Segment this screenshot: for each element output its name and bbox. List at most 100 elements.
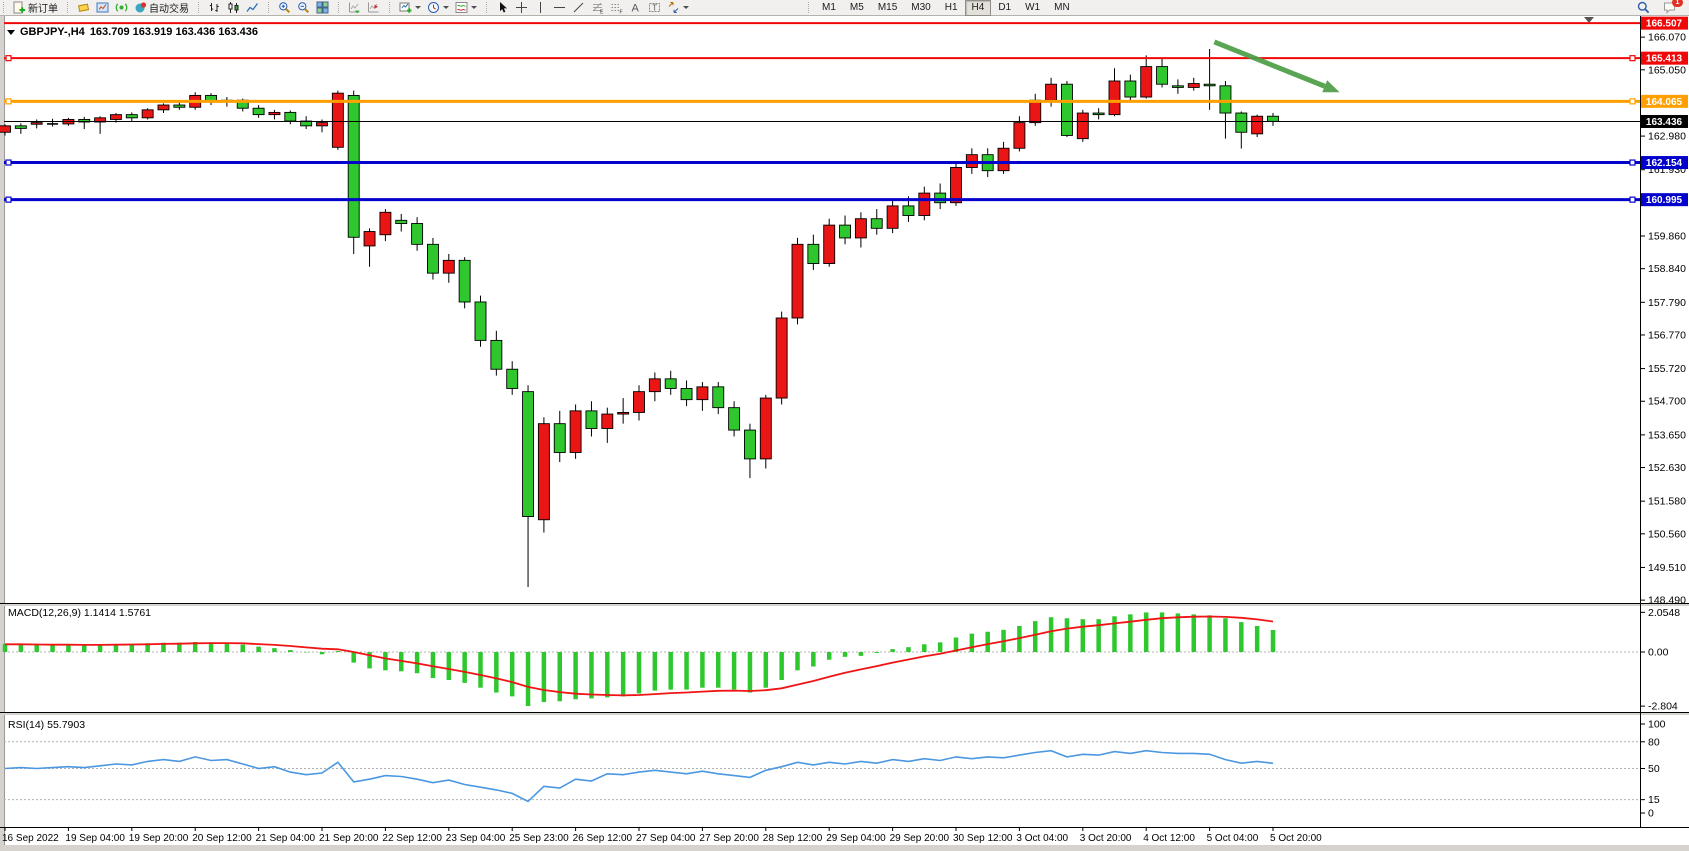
line-chart-button[interactable] [243,0,262,16]
svg-text:163.436: 163.436 [1646,117,1683,128]
svg-text:27 Sep 20:00: 27 Sep 20:00 [699,833,759,844]
svg-text:25 Sep 23:00: 25 Sep 23:00 [509,833,569,844]
dropdown-caret-icon[interactable] [471,6,477,9]
svg-text:5 Oct 04:00: 5 Oct 04:00 [1207,833,1259,844]
toolbar-grip [198,2,202,13]
new-chart-button[interactable] [396,0,424,16]
market-depth-button[interactable] [74,0,93,16]
new-order-button[interactable]: 新订单 [10,0,61,16]
svg-text:151.580: 151.580 [1648,496,1686,508]
candlestick-chart-button[interactable] [224,0,243,16]
toolbar-button-label: H1 [944,2,958,13]
timeframe-w1-button[interactable]: W1 [1018,0,1047,16]
svg-text:E: E [600,10,604,15]
auto-scroll-button[interactable] [345,0,364,16]
zoom-out-button[interactable] [294,0,313,16]
bar-chart-button[interactable] [205,0,224,16]
macd-pane-label: MACD(12,26,9) 1.1414 1.5761 [8,607,151,619]
time-axis: 16 Sep 2022 19 Sep 04:00 19 Sep 20:00 20 Se… [2,827,1322,844]
fibo-button[interactable]: E [588,0,607,16]
chart-window-button[interactable] [93,0,112,16]
dropdown-caret-icon[interactable] [683,6,689,9]
svg-text:158.840: 158.840 [1648,263,1686,275]
svg-text:19 Sep 20:00: 19 Sep 20:00 [129,833,189,844]
toolbar-button-label: MN [1054,2,1070,13]
auto-trading-button[interactable]: 自动交易 [131,0,192,16]
chart-shift-marker-icon[interactable] [1584,17,1594,23]
template-button[interactable] [452,0,480,16]
candles-layer [0,48,1279,587]
timeframe-m1-button[interactable]: M1 [815,0,843,16]
tile-windows-button[interactable] [313,0,332,16]
macd-pane: 2.0548 0.00 -2.804 [2,607,1680,713]
svg-text:165.413: 165.413 [1646,54,1683,65]
timeframe-mn-button[interactable]: MN [1047,0,1077,16]
search-icon [1637,1,1650,14]
macd-indicator-name: MACD(12,26,9) [8,607,81,619]
timeframe-m30-button[interactable]: M30 [904,0,937,16]
horizontal-line-button[interactable] [550,0,569,16]
trendline-button[interactable] [569,0,588,16]
arrows-button[interactable] [664,0,692,16]
chat-button[interactable]: 1 [1660,0,1683,16]
rsi-indicator-value: 55.7903 [47,719,86,731]
channel-icon: F [610,1,623,14]
svg-text:4 Oct 12:00: 4 Oct 12:00 [1143,833,1195,844]
timeframe-h1-button[interactable]: H1 [938,0,965,16]
toolbar-group-timeframes: M1 M5 M15 M30 H1 H4 D1 W1 MN [805,0,1080,16]
toolbar-button-label: H4 [971,2,985,13]
vertical-line-button[interactable] [531,0,550,16]
toolbar-grip [3,2,7,13]
toolbar-button-label: W1 [1025,2,1041,13]
toolbar-group-scroll [335,0,386,15]
horizontal-line-icon [553,1,566,14]
dropdown-caret-icon[interactable] [415,6,421,9]
notification-badge: 1 [1672,0,1683,7]
chart-title-dropdown-icon[interactable] [7,29,15,35]
pane-separators[interactable] [0,16,1689,828]
timeframe-m5-button[interactable]: M5 [843,0,871,16]
toolbar-grip [338,2,342,13]
toolbar-grip [67,2,71,13]
toolbar-button-label: 新订单 [28,4,58,15]
svg-text:0.00: 0.00 [1648,647,1669,659]
toolbar-group-chart-type [195,0,265,15]
svg-text:164.065: 164.065 [1646,97,1683,108]
toolbar-right: 1 [1634,0,1689,16]
svg-text:152.630: 152.630 [1648,462,1686,474]
svg-text:162.980: 162.980 [1648,131,1686,143]
crosshair-button[interactable] [512,0,531,16]
svg-text:21 Sep 04:00: 21 Sep 04:00 [256,833,316,844]
horizontal-level-lines[interactable] [4,22,1640,203]
cursor-button[interactable] [493,0,512,16]
svg-text:3 Oct 20:00: 3 Oct 20:00 [1080,833,1132,844]
rsi-pane: 100 80 50 15 0 [4,719,1666,820]
rsi-indicator-name: RSI(14) [8,719,45,731]
svg-text:21 Sep 20:00: 21 Sep 20:00 [319,833,379,844]
timeframe-d1-button[interactable]: D1 [991,0,1018,16]
toolbar-button-label: M1 [822,2,836,13]
period-button[interactable] [424,0,452,16]
timeframe-m15-button[interactable]: M15 [871,0,904,16]
toolbar-grip [268,2,272,13]
text-label-button[interactable]: T [645,0,664,16]
svg-text:5 Oct 20:00: 5 Oct 20:00 [1270,833,1322,844]
signals-button[interactable] [112,0,131,16]
timeframe-h4-button[interactable]: H4 [964,0,992,16]
svg-text:A: A [632,3,640,15]
zoom-in-button[interactable] [275,0,294,16]
chart-title: GBPJPY-,H4 163.709 163.919 163.436 163.4… [7,26,258,38]
channel-button[interactable]: F [607,0,626,16]
price-badges: 166.507 165.413 164.065 163.436 162.154 160.9… [1641,16,1688,207]
chart-shift-icon [367,1,380,14]
chart-shift-button[interactable] [364,0,383,16]
trend-arrow-annotation[interactable] [1213,39,1340,93]
dropdown-caret-icon[interactable] [443,6,449,9]
toolbar-grip [486,2,490,13]
svg-text:30 Sep 12:00: 30 Sep 12:00 [953,833,1013,844]
text-button[interactable]: A [626,0,645,16]
new-order-icon [13,1,26,14]
search-button[interactable] [1634,0,1653,16]
